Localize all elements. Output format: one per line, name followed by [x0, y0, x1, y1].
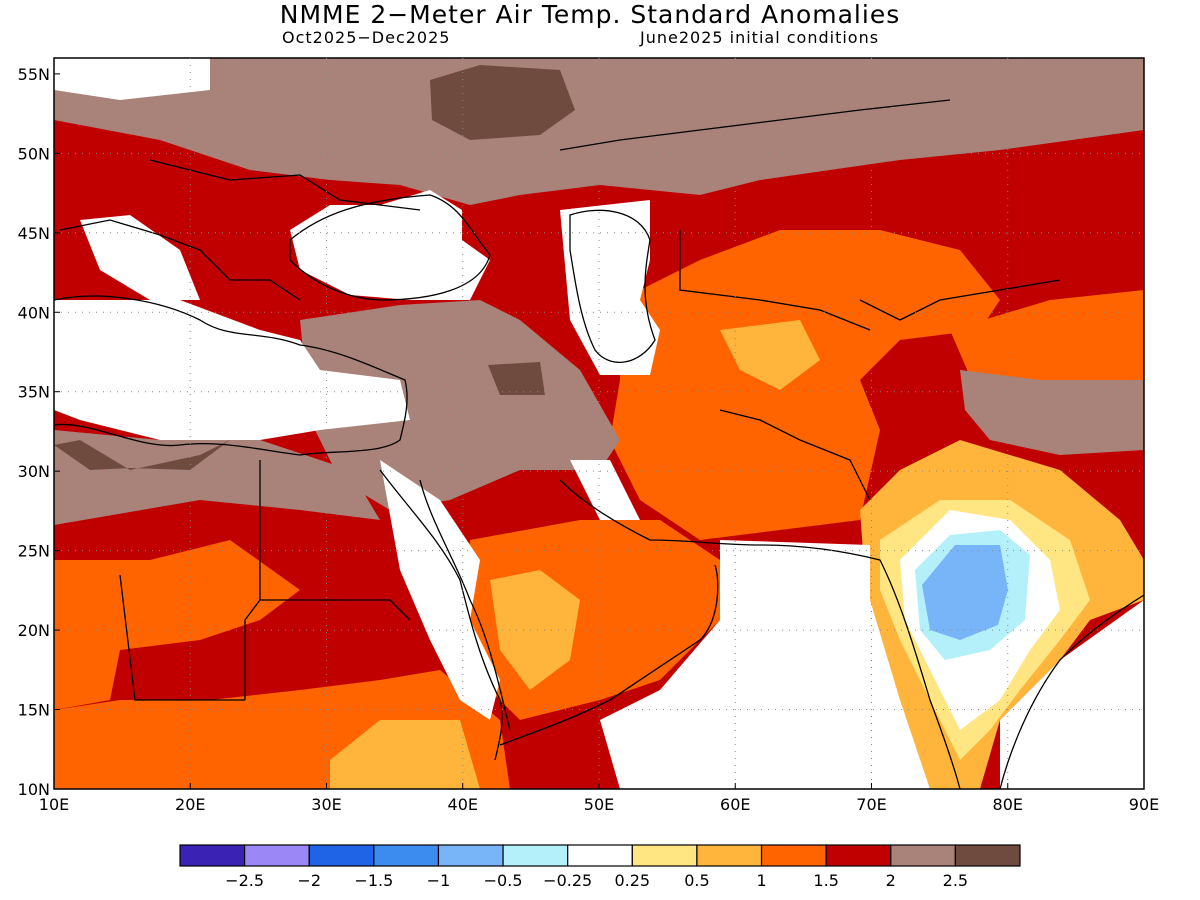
anomaly-shading — [54, 58, 1144, 789]
colorbar-swatch — [437, 844, 504, 867]
lat-label: 45N — [18, 224, 50, 243]
colorbar-swatch — [890, 844, 956, 867]
lon-label: 70E — [856, 795, 886, 814]
colorbar-swatch — [696, 844, 763, 867]
map-title: NMME 2−Meter Air Temp. Standard Anomalie… — [279, 0, 901, 29]
colorbar-swatch — [825, 844, 892, 867]
colorbar-swatch — [373, 844, 440, 867]
longitude-labels: 10E 20E 30E 40E 50E 60E 70E 80E 90E — [39, 795, 1159, 814]
coastlines-borders — [54, 99, 1144, 789]
colorbar-label: 1.5 — [813, 871, 838, 890]
lat-label: 55N — [18, 65, 50, 84]
lat-label: 40N — [18, 303, 50, 322]
colorbar-label: 2 — [886, 871, 896, 890]
colorbar-label: 0.5 — [684, 871, 709, 890]
colorbar-label: −2 — [297, 871, 321, 890]
colorbar-swatch — [760, 844, 827, 867]
lon-label: 90E — [1129, 795, 1159, 814]
colorbar-swatch — [502, 844, 569, 867]
lon-label: 80E — [993, 795, 1023, 814]
lon-label: 10E — [39, 795, 69, 814]
colorbar-label: 1 — [756, 871, 766, 890]
colorbar-label: −1.5 — [354, 871, 393, 890]
lon-label: 40E — [448, 795, 478, 814]
colorbar-label: −0.5 — [484, 871, 523, 890]
lat-label: 10N — [18, 780, 50, 799]
colorbar-label: −2.5 — [225, 871, 264, 890]
lon-label: 30E — [311, 795, 341, 814]
lat-label: 20N — [18, 621, 50, 640]
latitude-labels: 55N 50N 45N 40N 35N 30N 25N 20N 15N 10N — [18, 65, 50, 799]
colorbar-label: 0.25 — [614, 871, 650, 890]
lon-label: 60E — [720, 795, 750, 814]
colorbar-swatch — [179, 844, 246, 867]
lat-label: 30N — [18, 462, 50, 481]
colorbar-label: 2.5 — [943, 871, 968, 890]
forecast-period: Oct2025−Dec2025 — [282, 28, 451, 47]
lon-label: 20E — [175, 795, 205, 814]
initial-conditions: June2025 initial conditions — [640, 28, 880, 47]
lon-label: 50E — [584, 795, 614, 814]
graticule — [53, 58, 1145, 790]
colorbar-label: −1 — [427, 871, 451, 890]
colorbar-swatch — [954, 844, 1021, 867]
colorbar-label: −0.25 — [543, 871, 592, 890]
colorbar: −2.5 −2 −1.5 −1 −0.5 −0.25 0.25 0.5 1 1.5 2 2.5 — [179, 844, 1021, 890]
lat-label: 25N — [18, 542, 50, 561]
lat-label: 50N — [18, 144, 50, 163]
colorbar-swatch — [244, 844, 310, 867]
lat-label: 35N — [18, 383, 50, 402]
colorbar-swatch — [308, 844, 375, 867]
colorbar-swatch — [631, 844, 698, 867]
lat-label: 15N — [18, 701, 50, 720]
colorbar-swatch — [567, 844, 633, 867]
